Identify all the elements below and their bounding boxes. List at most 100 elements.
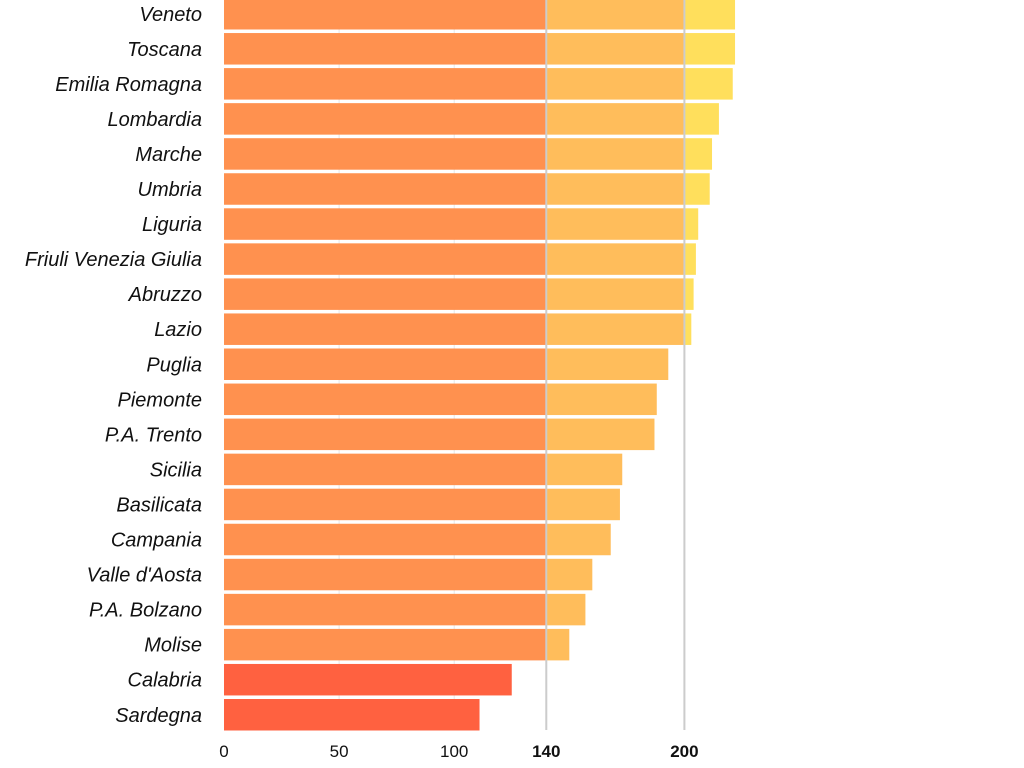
bar-segment-140-200 xyxy=(546,278,685,310)
category-label: Toscana xyxy=(127,39,202,61)
category-label: Sardegna xyxy=(115,705,202,727)
bar-segment-140-200 xyxy=(546,313,685,345)
bar-segment-above-200 xyxy=(684,68,733,100)
category-label: Veneto xyxy=(139,4,202,26)
bar-segment-140-200 xyxy=(546,208,685,240)
category-label: Molise xyxy=(144,635,202,657)
bar-segment-0-140 xyxy=(224,313,547,345)
bar-segment-140-200 xyxy=(546,243,685,275)
bar-group xyxy=(224,68,733,100)
x-tick-label: 0 xyxy=(219,742,228,761)
bar-segment-0-140 xyxy=(224,418,547,451)
bar-segment-0-140 xyxy=(224,523,547,556)
bar-segment-140-200 xyxy=(546,488,620,521)
bar-group xyxy=(224,313,692,345)
bar-segment-140-200 xyxy=(546,453,623,486)
bar-group xyxy=(224,523,611,556)
category-labels-layer: Veneto Toscana Emilia Romagna Lombardia Marc… xyxy=(25,4,202,727)
bar-segment-0-140 xyxy=(224,243,547,275)
bar-segment-140-200 xyxy=(546,348,669,380)
category-label: Basilicata xyxy=(116,494,202,516)
bar-segment-above-200 xyxy=(684,208,699,240)
bar-segment-140-200 xyxy=(546,558,593,591)
category-label: Liguria xyxy=(142,214,202,236)
x-tick-label: 140 xyxy=(532,742,560,761)
bar-segment-140-200 xyxy=(546,628,570,661)
category-label: P.A. Trento xyxy=(105,424,202,446)
category-label: Marche xyxy=(135,144,202,166)
bar-segment-140-200 xyxy=(546,383,657,416)
bar-segment-140-200 xyxy=(546,418,655,451)
bar-group xyxy=(224,278,694,310)
bar-segment-0-140 xyxy=(224,383,547,416)
bar-segment-above-200 xyxy=(684,278,694,310)
bar-segment-140-200 xyxy=(546,33,685,65)
bar-segment-140-200 xyxy=(546,68,685,100)
bar-segment-0-140 xyxy=(224,173,547,205)
bar-segment-0-140 xyxy=(224,103,547,135)
x-tick-label: 200 xyxy=(670,742,698,761)
bar-segment-140-200 xyxy=(546,138,685,170)
bar-segment-0-140 xyxy=(224,138,547,170)
bar-group xyxy=(224,383,657,416)
bar-group xyxy=(224,103,719,135)
bar-segment-0-140 xyxy=(224,278,547,310)
bar-group xyxy=(224,348,669,380)
category-label: Lazio xyxy=(154,319,202,341)
bar-segment-0-140 xyxy=(224,558,547,591)
bar-group xyxy=(224,33,736,65)
bar-group xyxy=(224,243,696,275)
bar-group xyxy=(224,0,736,30)
bar-segment-140-200 xyxy=(546,173,685,205)
bar-group xyxy=(224,453,623,486)
bar-segment-0-140 xyxy=(224,453,547,486)
category-label: Sicilia xyxy=(150,459,202,481)
bars-layer xyxy=(224,0,736,731)
bar-segment-140-200 xyxy=(546,523,611,556)
category-label: Umbria xyxy=(138,179,202,201)
bar-segment-0-140 xyxy=(224,593,547,626)
bar-segment-above-200 xyxy=(684,173,710,205)
x-tick-label: 100 xyxy=(440,742,468,761)
bar-group xyxy=(224,418,655,451)
category-label: Friuli Venezia Giulia xyxy=(25,249,202,271)
bar-segment-140-200 xyxy=(546,103,685,135)
category-label: Puglia xyxy=(146,354,202,376)
bar-segment-above-200 xyxy=(684,138,713,170)
bar-segment-below-140 xyxy=(224,663,512,696)
category-label: Piemonte xyxy=(118,389,203,411)
bar-segment-above-200 xyxy=(684,103,719,135)
category-label: Calabria xyxy=(128,670,202,692)
x-axis-ticks: 0 50 100 140 200 xyxy=(219,742,698,761)
category-label: Abruzzo xyxy=(128,284,202,306)
category-label: Valle d'Aosta xyxy=(87,565,202,587)
bar-group xyxy=(224,558,593,591)
bar-segment-0-140 xyxy=(224,33,547,65)
bar-group xyxy=(224,699,480,731)
bar-segment-0-140 xyxy=(224,208,547,240)
reference-lines-layer xyxy=(545,0,686,730)
bar-segment-below-140 xyxy=(224,699,480,731)
category-label: Campania xyxy=(111,530,202,552)
bar-segment-0-140 xyxy=(224,628,547,661)
bar-group xyxy=(224,138,713,170)
category-label: Lombardia xyxy=(107,109,202,131)
bar-segment-140-200 xyxy=(546,593,586,626)
bar-group xyxy=(224,628,570,661)
bar-segment-0-140 xyxy=(224,348,547,380)
bar-group xyxy=(224,488,620,521)
bar-group xyxy=(224,663,512,696)
bar-segment-above-200 xyxy=(684,243,696,275)
bar-segment-140-200 xyxy=(546,0,685,30)
x-tick-label: 50 xyxy=(330,742,349,761)
bar-segment-above-200 xyxy=(684,0,736,30)
bar-segment-0-140 xyxy=(224,68,547,100)
bar-group xyxy=(224,173,710,205)
bar-segment-0-140 xyxy=(224,488,547,521)
bar-segment-0-140 xyxy=(224,0,547,30)
bar-group xyxy=(224,208,699,240)
category-label: Emilia Romagna xyxy=(55,74,202,96)
bar-group xyxy=(224,593,586,626)
category-label: P.A. Bolzano xyxy=(89,600,202,622)
